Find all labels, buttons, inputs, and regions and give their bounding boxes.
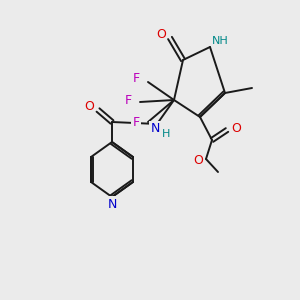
Text: N: N	[150, 122, 160, 136]
Text: F: F	[132, 116, 140, 128]
Text: NH: NH	[212, 36, 228, 46]
Text: O: O	[193, 154, 203, 166]
Text: F: F	[132, 73, 140, 85]
Text: N: N	[107, 197, 117, 211]
Text: H: H	[162, 129, 170, 139]
Text: O: O	[156, 28, 166, 40]
Text: O: O	[84, 100, 94, 113]
Text: O: O	[231, 122, 241, 134]
Text: F: F	[124, 94, 132, 107]
